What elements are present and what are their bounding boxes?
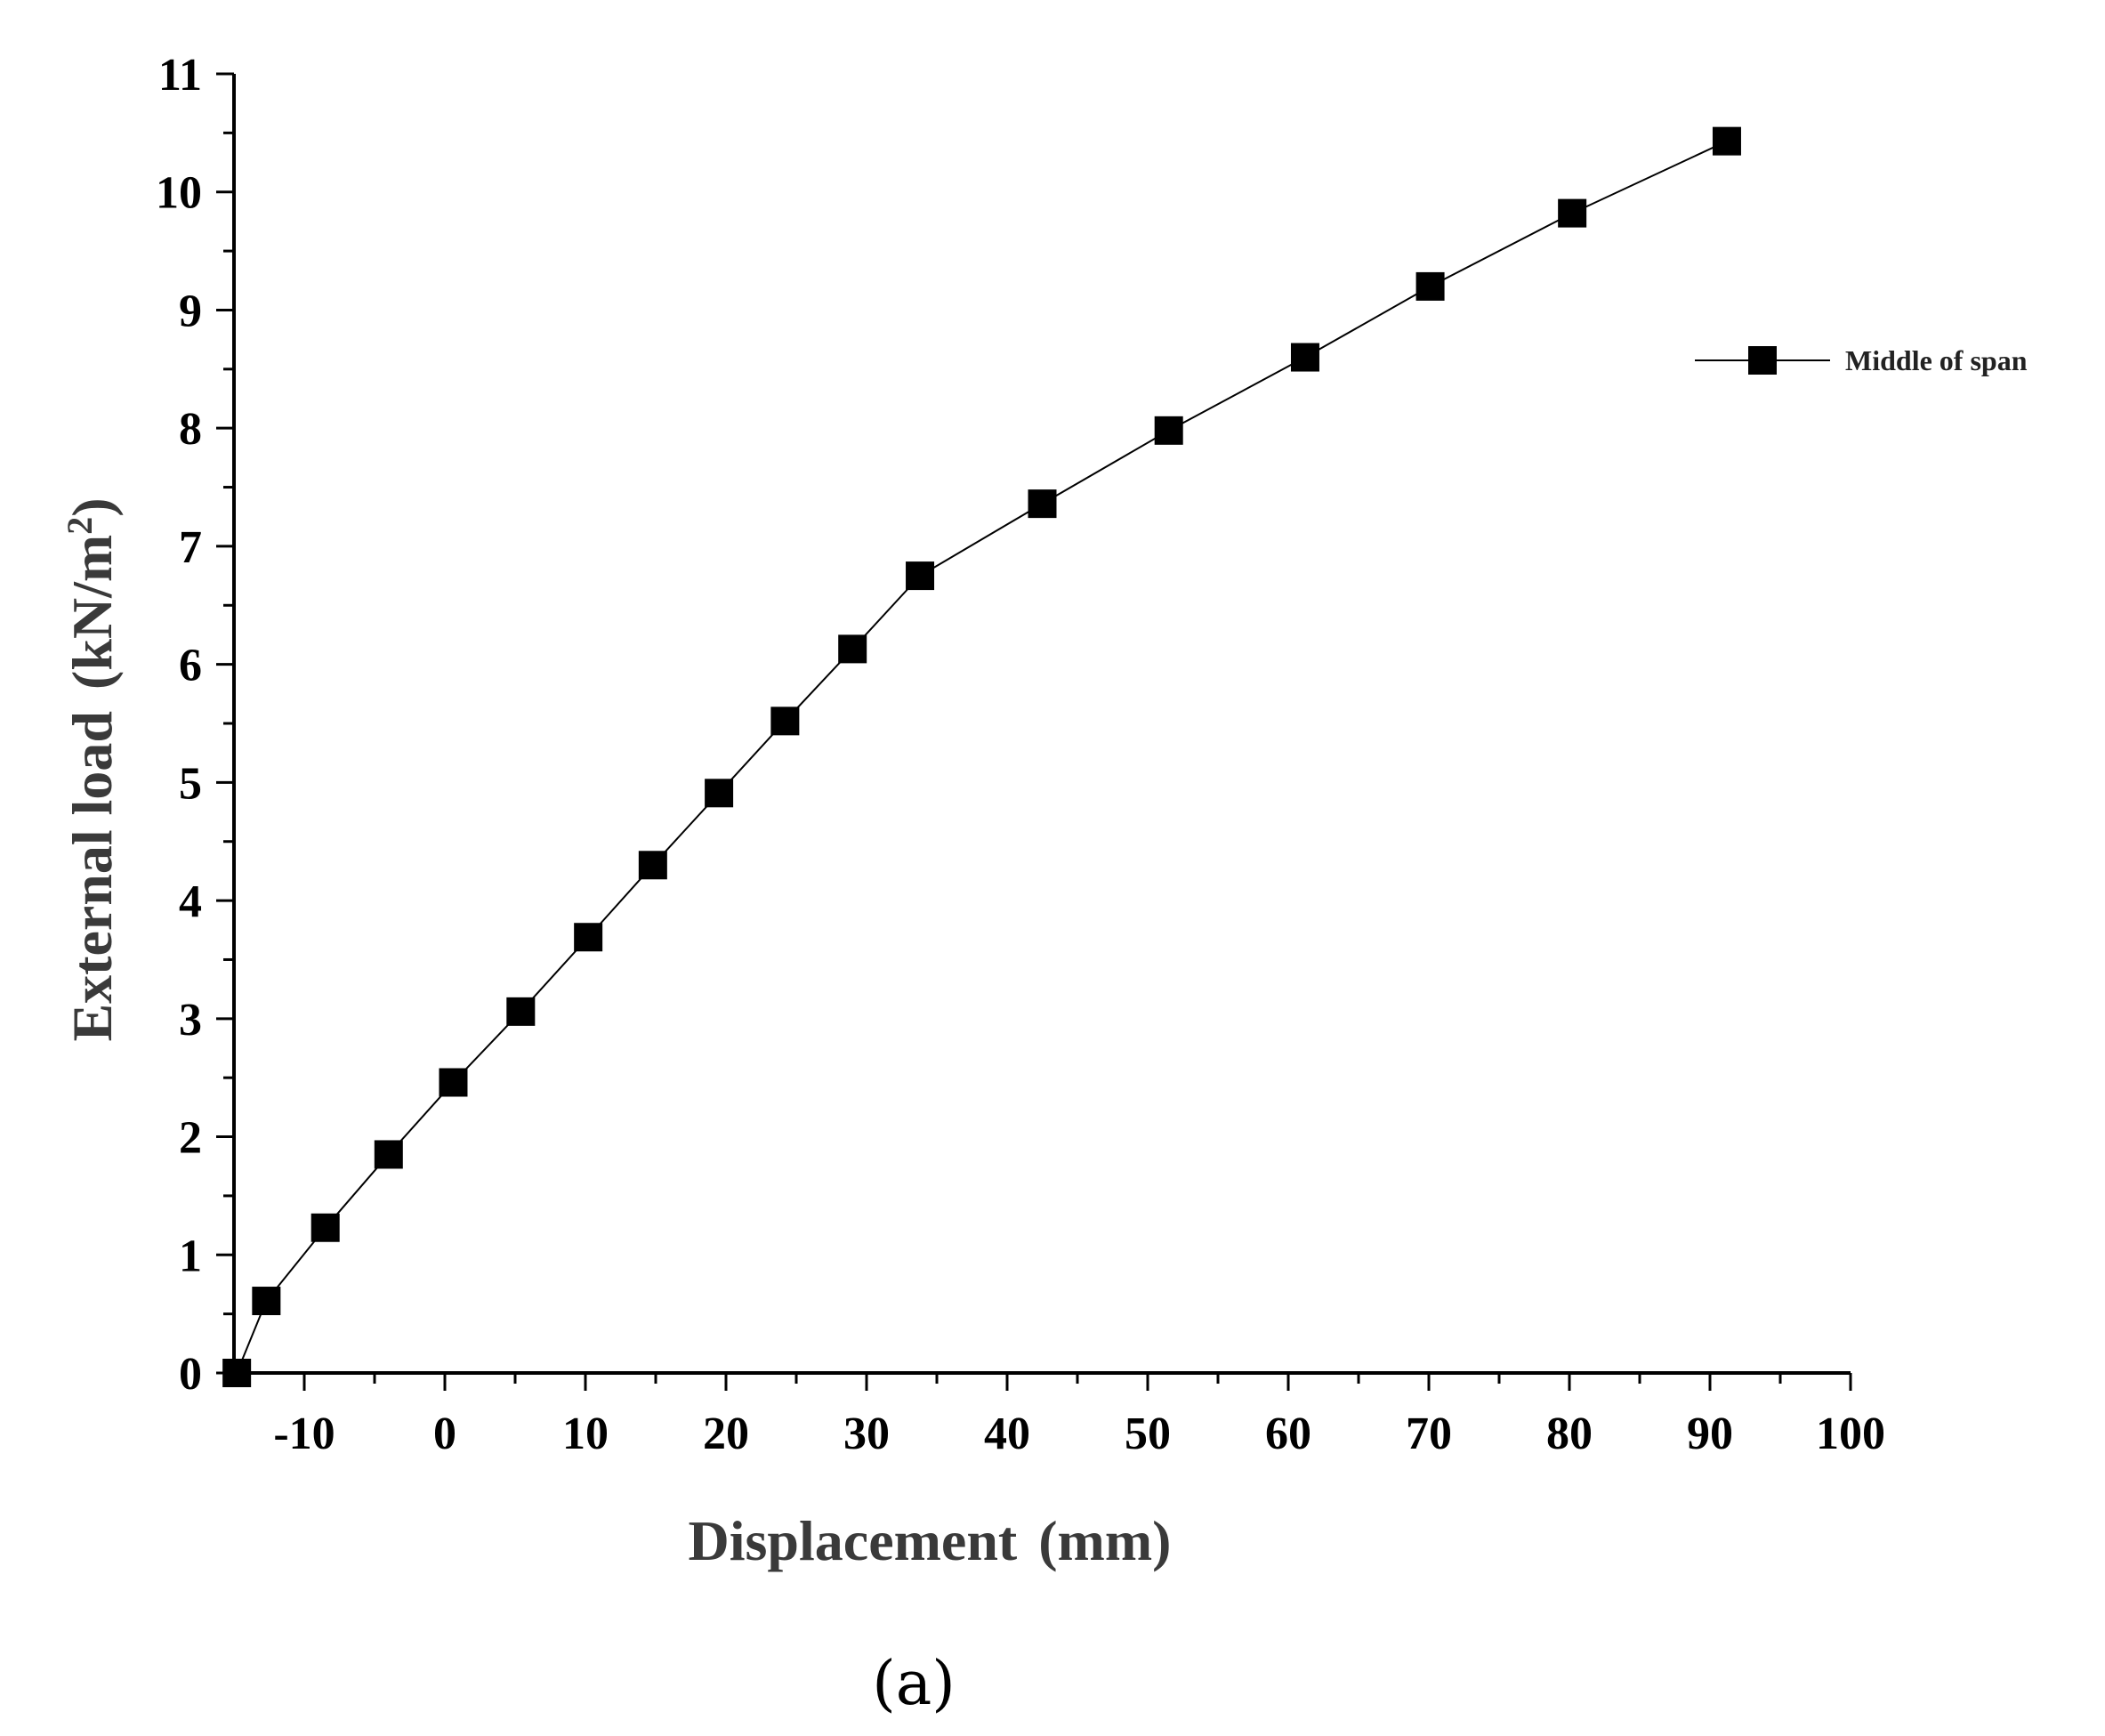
x-tick-label: 50	[1125, 1409, 1171, 1459]
x-tick-label: 70	[1406, 1409, 1452, 1459]
y-tick-label: 0	[179, 1349, 202, 1400]
data-point-marker	[1028, 489, 1057, 519]
x-tick-label: 10	[562, 1409, 609, 1459]
data-point-marker	[906, 561, 935, 591]
axes	[232, 74, 1851, 1375]
y-axis-title-text: External load	[60, 711, 124, 1042]
x-axis-title: Displacement (mm)	[689, 1509, 1172, 1572]
data-point-marker	[638, 851, 667, 880]
data-point-marker	[838, 634, 867, 664]
y-tick-label: 7	[179, 522, 202, 573]
series-line	[236, 140, 1728, 1374]
data-point-marker	[1154, 416, 1183, 445]
x-ticks: -10 0 10 20 30 40 50 60 70 80 90 100	[232, 1373, 1885, 1459]
x-tick-label: 90	[1687, 1409, 1733, 1459]
x-axis-title-unit: (mm)	[1038, 1509, 1171, 1572]
series-layer	[222, 126, 1741, 1387]
x-axis-title-text: Displacement	[689, 1509, 1018, 1572]
y-axis-title-unit-close: )	[60, 497, 124, 516]
y-axis-title: External load (kN/m2)	[60, 497, 125, 1041]
x-tick-label: 30	[843, 1409, 890, 1459]
data-point-marker	[1415, 271, 1445, 301]
data-point-marker	[1558, 198, 1587, 228]
legend-label: Middle of span	[1845, 344, 2028, 376]
y-tick-label: 2	[179, 1113, 202, 1164]
data-point-marker	[439, 1068, 468, 1097]
y-tick-label: 4	[179, 876, 202, 927]
x-tick-label: 0	[433, 1409, 456, 1459]
y-tick-label: 9	[179, 286, 202, 336]
data-point-marker	[252, 1287, 281, 1316]
x-tick-label: 100	[1816, 1409, 1885, 1459]
data-point-marker	[1712, 126, 1741, 156]
x-tick-label: 20	[703, 1409, 749, 1459]
y-tick-label: 6	[179, 641, 202, 691]
x-tick-label: 40	[984, 1409, 1030, 1459]
y-tick-label: 3	[179, 995, 202, 1046]
legend-marker	[1748, 346, 1777, 375]
data-point-marker	[222, 1359, 252, 1387]
legend: Middle of span	[1695, 344, 2028, 376]
y-tick-label: 11	[158, 50, 202, 101]
x-tick-label: -10	[273, 1409, 335, 1459]
y-ticks: 0 1 2 3 4 5 6 7 8 9 10 11	[156, 50, 234, 1400]
x-tick-label: 80	[1546, 1409, 1593, 1459]
y-tick-label: 8	[179, 404, 202, 455]
y-axis-title-unit: (kN/m	[60, 535, 124, 690]
y-axis-title-unit-sup: 2	[60, 517, 100, 535]
data-point-marker	[705, 779, 734, 808]
data-point-marker	[506, 997, 536, 1026]
data-point-marker	[1290, 343, 1319, 372]
data-point-marker	[311, 1213, 340, 1242]
y-tick-label: 1	[179, 1231, 202, 1281]
data-point-marker	[770, 707, 800, 736]
y-tick-label: 5	[179, 758, 202, 809]
x-tick-label: 60	[1265, 1409, 1311, 1459]
figure-caption: (a)	[872, 1649, 956, 1719]
y-tick-label: 10	[156, 168, 202, 219]
data-point-marker	[574, 923, 603, 952]
data-point-marker	[374, 1140, 403, 1169]
